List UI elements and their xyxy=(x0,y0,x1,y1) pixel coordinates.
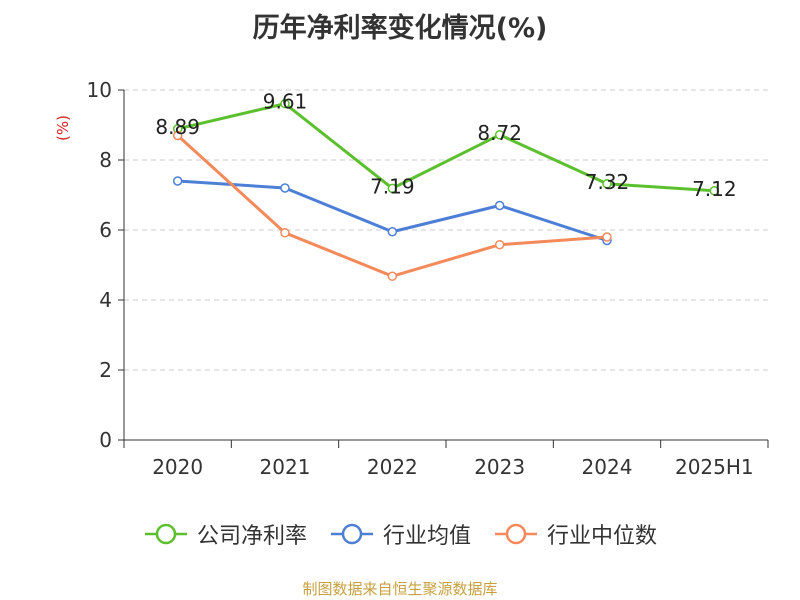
data-point xyxy=(387,227,398,237)
legend-item[interactable]: 公司净利率 xyxy=(143,518,307,550)
x-tick-label: 2025H1 xyxy=(675,455,754,479)
y-tick-label: 4 xyxy=(99,288,112,312)
legend: 公司净利率 行业均值 行业中位数 xyxy=(0,518,800,550)
y-tick-label: 8 xyxy=(99,148,112,172)
y-tick-label: 10 xyxy=(87,78,112,102)
data-point xyxy=(602,232,612,242)
data-label: 8.89 xyxy=(155,115,200,139)
series-layer xyxy=(172,98,720,281)
data-point xyxy=(172,130,183,141)
data-point xyxy=(709,186,720,196)
y-axis-label: (%) xyxy=(54,115,72,141)
data-point xyxy=(387,271,398,281)
data-point xyxy=(280,183,290,193)
data-point xyxy=(172,176,183,186)
x-tick-label: 2021 xyxy=(260,455,311,479)
x-tick-label: 2022 xyxy=(367,455,418,479)
y-tick-label: 6 xyxy=(99,218,112,242)
data-point xyxy=(494,200,505,211)
legend-marker-icon xyxy=(144,523,187,545)
legend-item[interactable]: 行业中位数 xyxy=(493,518,657,550)
data-point xyxy=(387,183,398,194)
data-label: 7.19 xyxy=(370,174,415,198)
legend-label: 行业中位数 xyxy=(547,524,658,549)
data-point xyxy=(280,98,290,109)
y-tick-label: 0 xyxy=(99,428,112,452)
grid-layer xyxy=(124,89,768,371)
x-tick-label: 2023 xyxy=(474,455,525,479)
chart-title: 历年净利率变化情况(%) xyxy=(252,13,548,44)
legend-marker-icon xyxy=(330,523,373,545)
series-line-2 xyxy=(176,134,608,278)
axis-layer: 0 2 4 6 8 10 2020 2021 2022 2023 2024 2025H1 (%) xyxy=(54,78,769,479)
y-tick-label: 2 xyxy=(99,358,112,382)
label-layer: 8.89 9.61 7.19 8.72 7.32 7.12 xyxy=(155,90,736,201)
source-note: 制图数据来自恒生聚源数据库 xyxy=(302,580,498,598)
legend-item[interactable]: 行业均值 xyxy=(329,518,471,550)
data-label: 8.72 xyxy=(477,121,522,145)
data-point xyxy=(494,239,505,250)
data-label: 7.12 xyxy=(692,177,737,201)
data-point xyxy=(602,179,612,189)
data-point xyxy=(494,130,505,140)
legend-marker-icon xyxy=(495,523,537,545)
data-point xyxy=(280,228,290,238)
x-tick-label: 2024 xyxy=(582,455,633,479)
legend-label: 公司净利率 xyxy=(196,524,307,549)
x-tick-label: 2020 xyxy=(152,455,203,479)
data-label: 7.32 xyxy=(585,170,630,194)
data-label: 9.61 xyxy=(263,90,308,114)
series-line-0 xyxy=(177,102,715,193)
legend-label: 行业均值 xyxy=(382,524,471,549)
